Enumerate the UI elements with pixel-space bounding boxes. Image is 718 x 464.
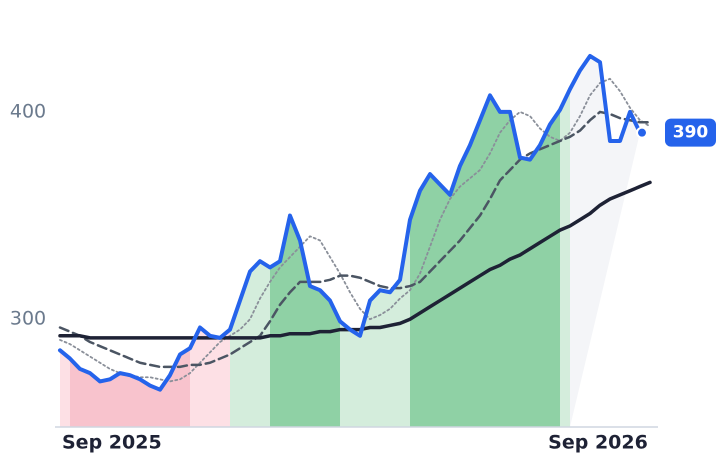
series-line xyxy=(58,180,652,340)
y-tick-label: 300 xyxy=(10,308,46,330)
signal-band xyxy=(70,348,190,427)
signal-band xyxy=(60,350,70,427)
series-line xyxy=(59,77,651,383)
signal-band xyxy=(230,261,270,427)
signal-band xyxy=(570,55,640,428)
series-line xyxy=(58,53,642,392)
price-tag-label: 390 xyxy=(673,123,709,143)
signal-band xyxy=(190,327,230,427)
series-line xyxy=(58,110,652,369)
y-tick-label: 400 xyxy=(10,100,46,122)
signal-band xyxy=(560,89,570,427)
signal-band xyxy=(340,219,410,427)
x-tick-label: Sep 2025 xyxy=(62,432,162,454)
price-tag xyxy=(665,118,716,147)
last-price-dot xyxy=(636,126,648,139)
signal-band xyxy=(410,95,560,427)
x-tick-label: Sep 2026 xyxy=(548,432,648,454)
signal-band xyxy=(270,215,340,427)
